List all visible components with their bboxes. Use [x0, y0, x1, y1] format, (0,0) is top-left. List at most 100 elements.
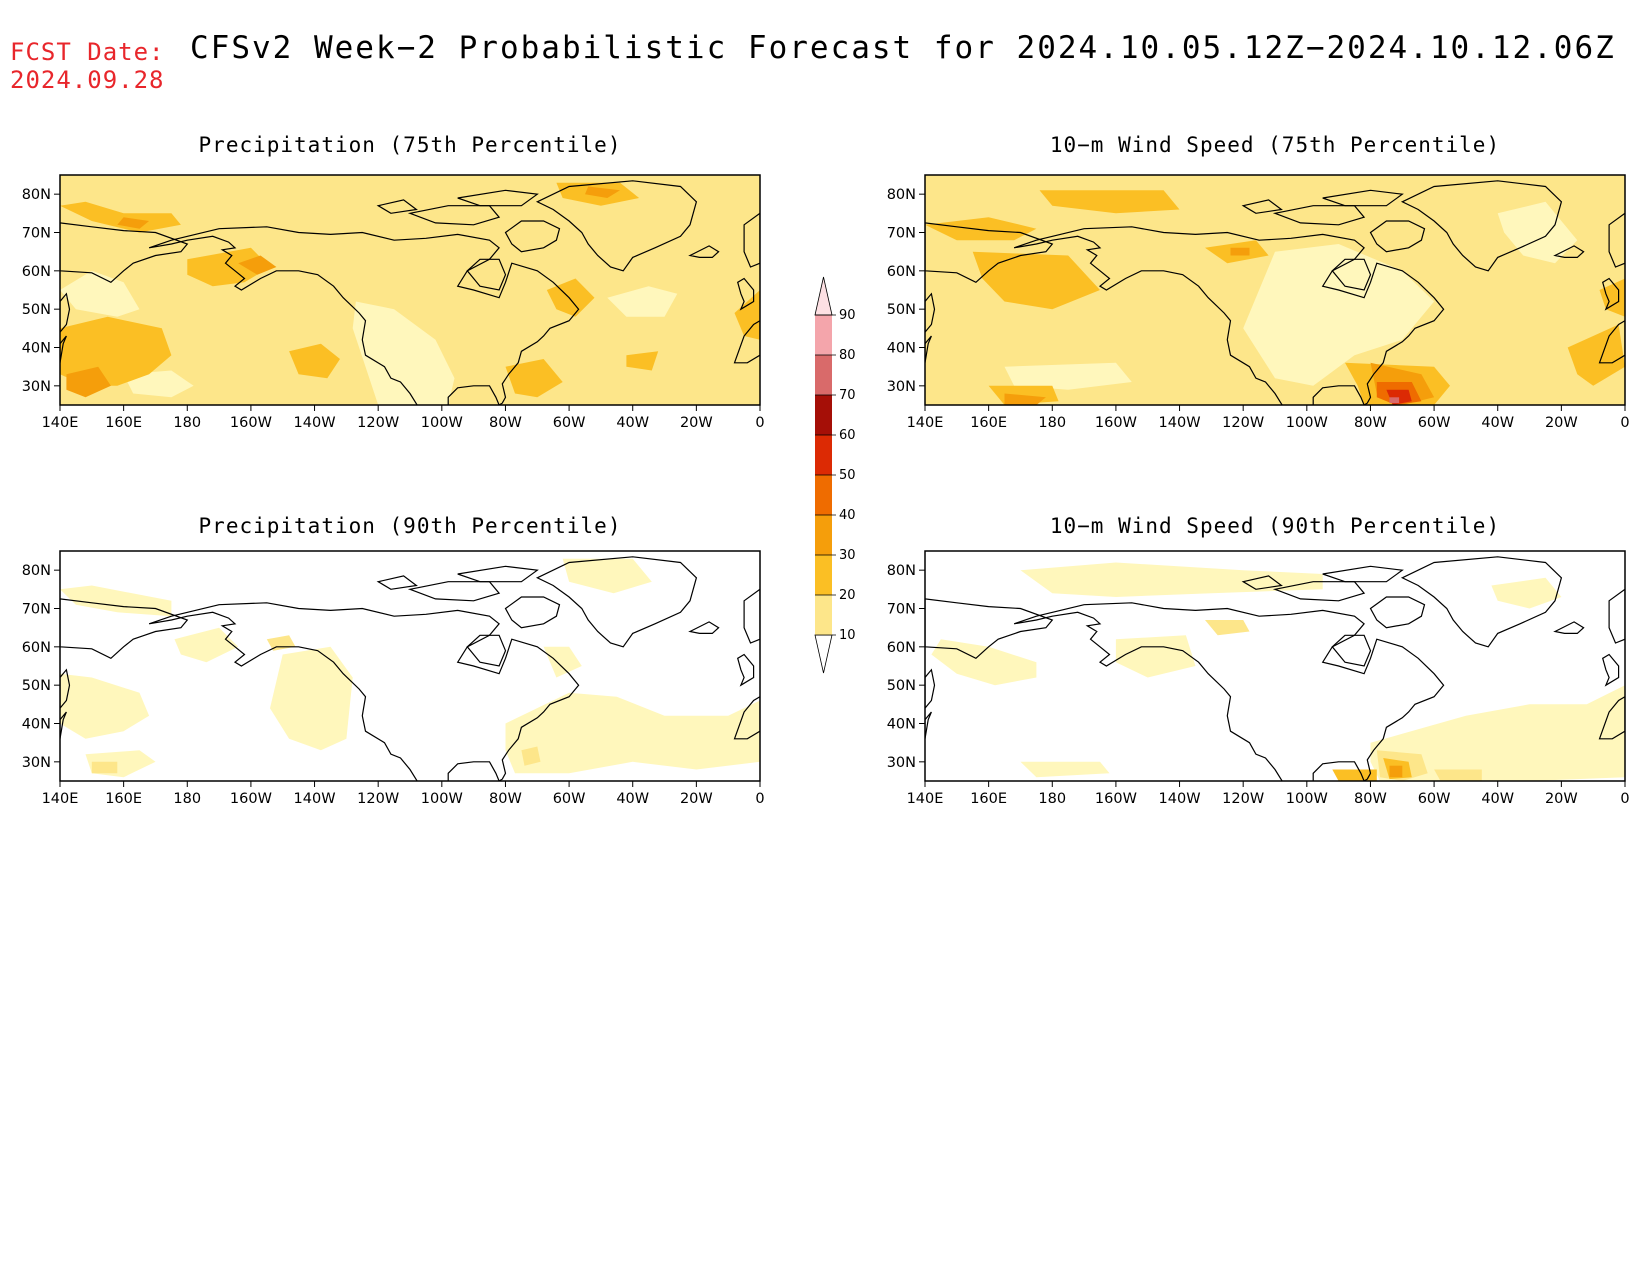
lon-tick-label: 160W — [1095, 415, 1137, 431]
colorbar-label: 80 — [839, 348, 856, 363]
coastline — [925, 598, 1054, 660]
coastline — [1598, 696, 1625, 740]
lat-tick-label: 70N — [887, 226, 916, 242]
lon-tick-label: 180 — [173, 415, 201, 431]
coastline — [1553, 245, 1585, 259]
lat-tick-label: 80N — [887, 187, 916, 203]
lat-tick-label: 80N — [22, 187, 51, 203]
colorbar-label: 50 — [839, 468, 856, 483]
coastline — [1272, 581, 1366, 602]
lon-tick-label: 60W — [1418, 415, 1451, 431]
coastline — [925, 711, 932, 739]
coastline — [1400, 180, 1563, 272]
probability-contour — [238, 255, 277, 275]
coastline — [688, 245, 720, 259]
lon-tick-label: 20W — [1545, 791, 1578, 807]
probability-contour — [1020, 562, 1323, 597]
lon-tick-label: 100W — [421, 415, 463, 431]
probability-contour — [1491, 577, 1562, 609]
coastline — [1598, 320, 1625, 364]
lat-tick-label: 30N — [22, 755, 51, 771]
lon-tick-label: 180 — [173, 791, 201, 807]
probability-contour — [1332, 769, 1377, 781]
coastline — [1400, 556, 1563, 648]
coastline — [1331, 258, 1372, 291]
coastline — [504, 220, 561, 253]
colorbar-label: 20 — [839, 588, 856, 603]
probability-contour — [60, 175, 760, 405]
colorbar-swatch — [815, 315, 832, 355]
lon-tick-label: 80W — [489, 791, 522, 807]
lat-tick-label: 70N — [887, 602, 916, 618]
lat-tick-label: 60N — [887, 640, 916, 656]
lat-tick-label: 50N — [887, 302, 916, 318]
lat-tick-label: 50N — [22, 678, 51, 694]
lon-tick-label: 140W — [294, 415, 336, 431]
lon-tick-label: 100W — [421, 791, 463, 807]
lon-tick-label: 140E — [907, 415, 944, 431]
probability-contour — [1243, 244, 1435, 386]
panel-title-precip-75: Precipitation (75th Percentile) — [198, 133, 622, 157]
colorbar-swatch — [815, 555, 832, 595]
coastline — [407, 581, 501, 602]
lat-tick-label: 60N — [22, 640, 51, 656]
lon-tick-label: 0 — [1620, 791, 1629, 807]
colorbar-high-triangle — [814, 276, 833, 316]
colorbar-label: 70 — [839, 388, 856, 403]
lon-tick-label: 160W — [1095, 791, 1137, 807]
coastline — [925, 292, 936, 334]
lon-tick-label: 140W — [1159, 415, 1201, 431]
lon-tick-label: 160E — [970, 415, 1007, 431]
coastline — [1241, 199, 1283, 214]
lat-tick-label: 30N — [22, 379, 51, 395]
probability-contour — [505, 359, 563, 398]
probability-contour — [925, 217, 1037, 241]
coastline — [466, 258, 507, 291]
colorbar-swatch — [815, 435, 832, 475]
colorbar-label: 10 — [839, 628, 856, 643]
colorbar-label: 40 — [839, 508, 856, 523]
main-title: CFSv2 Week−2 Probabilistic Forecast for … — [190, 30, 1616, 66]
map-panel-wind-90: 140E 160E 180 160W 140W 120W 100W 80W 60W 40W 20W 0… — [887, 550, 1630, 807]
probability-contour — [1205, 620, 1250, 636]
probability-contour — [60, 585, 172, 617]
coastline — [736, 277, 755, 311]
coastline — [925, 668, 936, 710]
probability-contour — [352, 301, 455, 405]
coastline — [535, 556, 698, 648]
lat-tick-label: 60N — [887, 264, 916, 280]
probability-contour — [931, 639, 1037, 686]
coastline — [457, 565, 539, 583]
coastline — [1322, 565, 1404, 583]
coastline — [925, 222, 1054, 284]
lon-tick-label: 20W — [680, 791, 713, 807]
forecast-date-value: 2024.09.28 — [10, 66, 165, 94]
panel-title-wind-75: 10−m Wind Speed (75th Percentile) — [1049, 133, 1501, 157]
probability-contour — [117, 217, 150, 229]
lon-tick-label: 160W — [230, 415, 272, 431]
panel-title-wind-90: 10−m Wind Speed (90th Percentile) — [1049, 514, 1501, 538]
map-panel-precip-90: 140E 160E 180 160W 140W 120W 100W 80W 60W 40W 20W 0… — [22, 550, 765, 807]
lon-tick-label: 120W — [357, 791, 399, 807]
coastline — [148, 602, 580, 781]
coastline — [1013, 602, 1445, 781]
coastline — [1601, 653, 1620, 687]
coastline — [1608, 212, 1625, 268]
probability-contour — [1039, 190, 1180, 214]
map-frame — [924, 174, 1626, 406]
probability-contour — [270, 646, 353, 751]
coastline — [376, 575, 418, 590]
coastline — [148, 226, 580, 405]
probability-contour — [60, 673, 150, 739]
lat-tick-label: 70N — [22, 602, 51, 618]
probability-contour — [174, 627, 239, 663]
panel-title-precip-90: Precipitation (90th Percentile) — [198, 514, 622, 538]
probability-contour — [66, 366, 111, 398]
map-panel-precip-75: 140E 160E 180 160W 140W 120W 100W 80W 60W 40W 20W 0… — [22, 174, 765, 431]
lon-tick-label: 120W — [1222, 791, 1264, 807]
forecast-date-label: FCST Date: — [10, 38, 165, 66]
lat-tick-label: 40N — [22, 341, 51, 357]
lat-tick-label: 50N — [22, 302, 51, 318]
probability-contour — [543, 646, 582, 678]
lon-tick-label: 60W — [553, 415, 586, 431]
